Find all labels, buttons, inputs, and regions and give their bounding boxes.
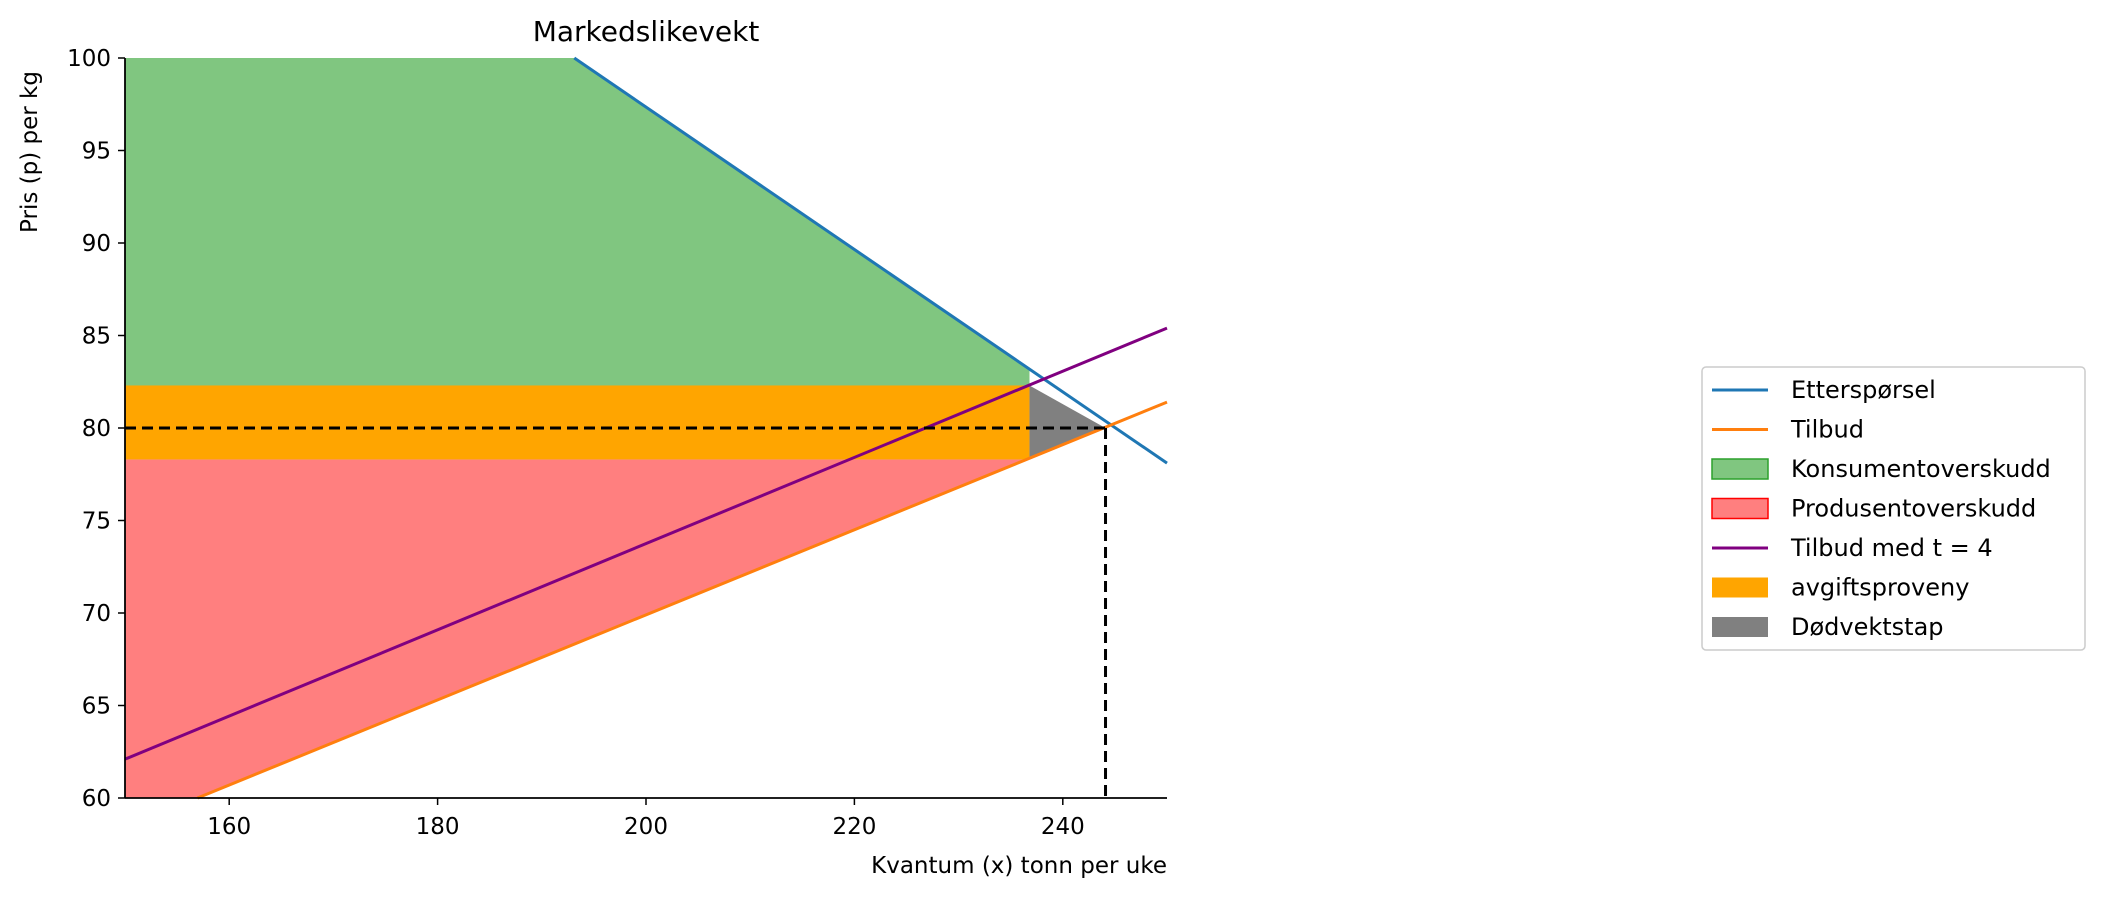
x-ticks: 160 180 200 220 240 [207,798,1085,840]
x-axis-label: Kvantum (x) tonn per uke [871,853,1167,879]
plot-area [124,56,1168,800]
legend-item: avgiftsproveny [1712,574,1969,602]
legend-label: Tilbud med t = 4 [1790,534,1993,562]
chart-title: Markedslikevekt [533,15,760,48]
y-tick-label: 75 [82,509,111,535]
legend-label: Konsumentoverskudd [1791,455,2051,483]
legend-item: Tilbud [1712,416,1864,444]
legend-item: Tilbud med t = 4 [1712,534,1993,562]
legend-label: Produsentoverskudd [1791,495,2036,523]
legend-item: Produsentoverskudd [1711,495,2036,523]
legend-items: Etterspørsel Tilbud Konsumentoverskudd Prod… [1711,376,2051,641]
legend-item: Etterspørsel [1712,376,1936,404]
y-tick-label: 70 [82,601,111,627]
y-tick-label: 95 [82,139,111,165]
consumer-surplus-area [125,58,1030,386]
producer-surplus-area [125,458,1030,798]
y-ticks: 60 65 70 75 80 85 90 95 100 [67,46,125,812]
tax-revenue-area [125,385,1030,460]
legend-frame [1701,366,2086,651]
x-tick-label: 180 [416,814,460,840]
y-tick-label: 90 [82,231,111,257]
y-tick-label: 65 [82,694,111,720]
legend-label: Tilbud [1790,416,1864,444]
legend-swatch [1712,617,1768,637]
demand-line [573,56,1168,465]
legend-swatch [1711,497,1769,520]
y-axis-label: Pris (p) per kg [17,71,43,233]
legend-item: Dødvektstap [1712,613,1944,641]
x-tick-label: 220 [832,814,876,840]
y-tick-label: 85 [82,324,111,350]
legend-item: Konsumentoverskudd [1711,455,2051,483]
x-tick-label: 200 [624,814,668,840]
y-tick-label: 100 [67,46,111,72]
legend-label: Dødvektstap [1791,613,1944,641]
legend-label: avgiftsproveny [1791,574,1969,602]
legend: Etterspørsel Tilbud Konsumentoverskudd Prod… [1701,366,2086,651]
legend-swatch [1712,577,1768,598]
axes: 160 180 200 220 240 60 65 70 75 80 85 90 95 100 [67,46,1167,840]
supply-line [196,400,1168,800]
supply-with-tax-line [124,326,1168,761]
y-tick-label: 80 [82,416,111,442]
x-tick-label: 160 [207,814,251,840]
y-tick-label: 60 [82,786,111,812]
deadweight-loss-area [1029,385,1106,460]
legend-label: Etterspørsel [1791,376,1936,404]
x-tick-label: 240 [1041,814,1085,840]
legend-swatch [1711,458,1769,480]
